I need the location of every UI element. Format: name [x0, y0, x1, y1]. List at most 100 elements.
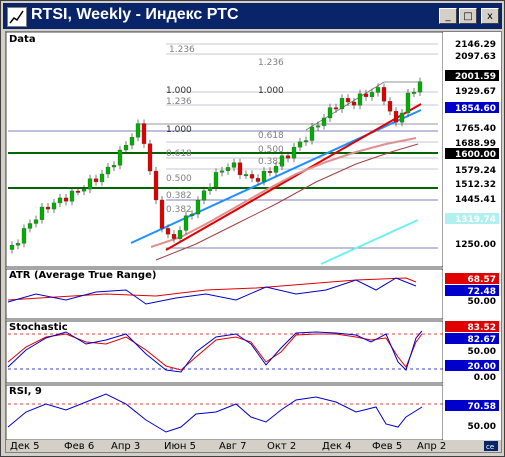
- axis-label: 2097.63: [455, 52, 496, 62]
- candle: [183, 215, 189, 231]
- candle: [237, 162, 243, 176]
- axis-label: 1600.00: [455, 150, 496, 160]
- candle: [393, 111, 399, 123]
- axis-label: 50.00: [468, 297, 496, 307]
- axis-label: 1765.40: [455, 124, 496, 134]
- minimize-button[interactable]: _: [439, 8, 457, 24]
- cyan-moving-average: [320, 219, 419, 265]
- candle: [123, 144, 129, 151]
- title-bar[interactable]: RTSI, Weekly - Индекс РТС _ □ x: [3, 3, 502, 29]
- candle: [141, 123, 147, 144]
- candle: [105, 166, 111, 175]
- chart-app-icon: [7, 7, 27, 27]
- fib-label: 1.000: [166, 86, 192, 96]
- axis-label: 20.00: [468, 362, 496, 372]
- axis-label-box: [445, 333, 499, 344]
- candle: [111, 165, 117, 168]
- axis-label-box: [445, 400, 499, 411]
- stoch-k-line: [7, 330, 423, 373]
- fib-label: 0.382: [258, 157, 284, 167]
- moving-average-2: [155, 143, 419, 261]
- axis-label-box: [445, 70, 499, 81]
- fib-label: 0.500: [258, 145, 284, 155]
- candle: [93, 178, 99, 183]
- candle: [21, 228, 27, 244]
- candle: [369, 92, 375, 97]
- candle: [219, 170, 225, 173]
- candle: [195, 200, 201, 215]
- candle: [387, 101, 393, 112]
- fib-label: 0.500: [166, 174, 192, 184]
- axis-label: 70.58: [468, 402, 496, 412]
- fib-label: 1.236: [258, 58, 284, 68]
- candle: [63, 197, 69, 202]
- candle: [363, 93, 369, 97]
- candle: [201, 190, 207, 201]
- value-axis: [443, 32, 501, 440]
- candle: [255, 178, 261, 182]
- candle: [87, 178, 93, 190]
- fibonacci-labels: 1.236 1.236 1.000 1.236 1.000 1.000 0.61…: [166, 45, 284, 215]
- candle: [135, 123, 141, 138]
- corner-button[interactable]: [484, 441, 498, 451]
- candle: [243, 174, 249, 177]
- rsi-line: [7, 393, 423, 433]
- candle: [399, 112, 405, 123]
- candle: [159, 199, 165, 229]
- axis-label: 2146.29: [455, 40, 496, 50]
- candle: [75, 190, 81, 193]
- candle: [381, 87, 387, 102]
- candle: [249, 174, 255, 179]
- axis-label-box: [445, 213, 499, 224]
- red-trend-line: [165, 103, 422, 251]
- stochastic-axis-labels: 83.52 82.67 50.00 20.000.00: [445, 321, 499, 383]
- rsi-panel-label: RSI, 9: [9, 386, 42, 397]
- candle: [339, 98, 345, 110]
- candle: [261, 170, 267, 182]
- stochastic-panel-label: Stochastic: [9, 322, 68, 333]
- atr-panel-label: ATR (Average True Range): [9, 270, 156, 281]
- close-button[interactable]: x: [481, 8, 499, 24]
- candle: [411, 91, 417, 94]
- axis-label-box: [445, 273, 499, 284]
- candle: [267, 170, 273, 173]
- axis-label-box: [445, 360, 499, 371]
- candle: [81, 188, 87, 192]
- axis-label: 1445.41: [455, 195, 496, 205]
- fib-label: 1.236: [166, 97, 192, 107]
- time-label: Апр 3: [111, 441, 140, 452]
- fib-label: 1.000: [258, 86, 284, 96]
- fib-label: 0.618: [166, 149, 192, 159]
- axis-label-box: [445, 102, 499, 113]
- fib-label: 1.236: [169, 45, 195, 55]
- window-title: RTSI, Weekly - Индекс РТС: [31, 6, 239, 23]
- data-panel-label: Data: [9, 34, 36, 45]
- price-chart[interactable]: Data ATR (Average True Range) Stochastic…: [5, 31, 501, 452]
- candle: [165, 228, 171, 235]
- axis-label-box: [445, 321, 499, 332]
- chart-area[interactable]: Data ATR (Average True Range) Stochastic…: [5, 31, 502, 453]
- candle: [225, 167, 231, 171]
- corner-button-label: ce: [486, 443, 494, 451]
- candle: [315, 125, 321, 128]
- candle: [129, 137, 135, 146]
- axis-label: 1579.24: [455, 166, 496, 176]
- time-label: Авг 7: [219, 441, 247, 452]
- time-axis-labels: Дек 5 Фев 6 Апр 3 Июн 5 Авг 7 Окт 2 Дек 4 Фев 5…: [10, 441, 446, 452]
- maximize-button[interactable]: □: [459, 8, 477, 24]
- candle: [357, 93, 363, 106]
- candle: [303, 140, 309, 143]
- axis-label: 1512.32: [455, 180, 496, 190]
- fib-label: 1.000: [166, 125, 192, 135]
- atr-line-blue: [7, 277, 417, 305]
- axis-label-box: [445, 285, 499, 296]
- atr-panel: [5, 268, 444, 320]
- fib-label: 0.382: [166, 205, 192, 215]
- time-label: Фев 6: [64, 441, 94, 452]
- stochastic-panel: [5, 320, 444, 384]
- candle: [153, 170, 159, 201]
- candle: [417, 81, 423, 93]
- price-axis-labels: 2146.29 2097.63 2001.59 1929.67 1854.60 1765.…: [445, 40, 499, 250]
- candle: [33, 219, 39, 224]
